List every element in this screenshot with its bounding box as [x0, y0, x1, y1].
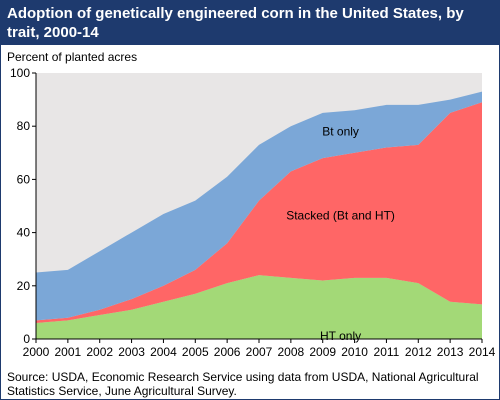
x-tick-label: 2009: [309, 345, 336, 359]
x-tick-label: 2012: [405, 345, 432, 359]
label-ht-only: HT only: [320, 329, 361, 343]
area-bt-only: [36, 91, 482, 321]
y-tick-label: 40: [17, 226, 31, 240]
x-tick-label: 2007: [246, 345, 273, 359]
x-tick-label: 2003: [118, 345, 145, 359]
chart-title: Adoption of genetically engineered corn …: [7, 5, 464, 41]
x-tick-label: 2010: [341, 345, 368, 359]
label-stacked: Stacked (Bt and HT): [286, 208, 395, 222]
y-tick-label: 60: [17, 172, 31, 186]
y-tick-label: 20: [17, 279, 31, 293]
x-tick-label: 2008: [278, 345, 305, 359]
label-bt-only: Bt only: [322, 125, 359, 139]
area-ht-only: [36, 275, 482, 339]
y-tick-label: 80: [17, 119, 31, 133]
x-tick-label: 2004: [150, 345, 177, 359]
x-tick-label: 2001: [55, 345, 82, 359]
y-tick-label: 0: [23, 332, 30, 346]
x-tick-label: 2011: [374, 345, 400, 359]
x-tick-label: 2014: [469, 345, 496, 359]
y-axis-label: Percent of planted acres: [7, 50, 138, 64]
source-note: Source: USDA, Economic Research Service …: [7, 370, 479, 398]
x-tick-label: 2013: [437, 345, 464, 359]
area-stacked: [36, 102, 482, 324]
x-tick-label: 2006: [214, 345, 241, 359]
x-tick-label: 2005: [182, 345, 209, 359]
y-tick-label: 100: [10, 66, 30, 80]
x-tick-label: 2000: [23, 345, 50, 359]
x-tick-label: 2002: [86, 345, 113, 359]
title-bar: Adoption of genetically engineered corn …: [1, 1, 499, 45]
